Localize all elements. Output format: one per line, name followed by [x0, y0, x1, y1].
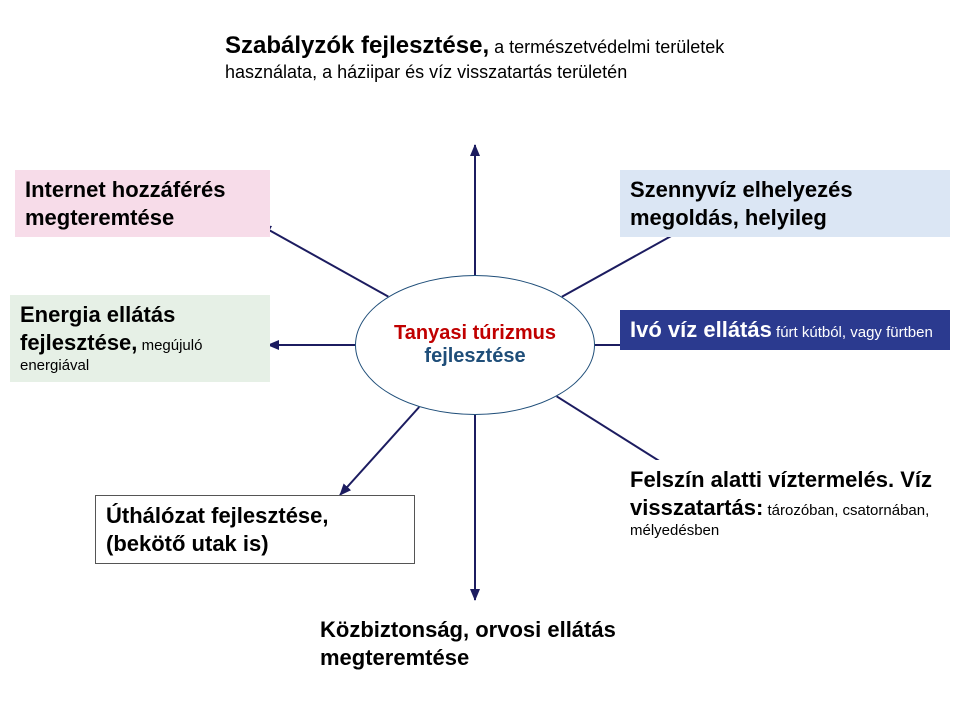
- box-szennyviz: Szennyvíz elhelyezés megoldás, helyileg: [620, 170, 950, 237]
- box-internet-title: Internet hozzáférés megteremtése: [25, 177, 226, 230]
- center-ellipse: Tanyasi túrizmus fejlesztése: [355, 275, 595, 415]
- box-ivoviz: Ivó víz ellátás fúrt kútból, vagy fürtbe…: [620, 310, 950, 350]
- box-kozbiztonsag-title: Közbiztonság, orvosi ellátás megteremtés…: [320, 617, 616, 670]
- box-felszin-title1: Felszín alatti víztermelés.: [630, 467, 894, 492]
- box-ivoviz-sub: fúrt kútból, vagy fürtben: [772, 324, 933, 341]
- arrow-to-top-left: [260, 225, 388, 297]
- box-felszin: Felszín alatti víztermelés. Víz visszata…: [620, 460, 950, 547]
- box-energia: Energia ellátás fejlesztése, megújuló en…: [10, 295, 270, 382]
- box-szennyviz-title: Szennyvíz elhelyezés megoldás, helyileg: [630, 177, 853, 230]
- box-uthalozat-title: Úthálózat fejlesztése, (bekötő utak is): [106, 503, 329, 556]
- box-szabalyzok: Szabályzók fejlesztése, a természetvédel…: [215, 25, 750, 90]
- box-uthalozat: Úthálózat fejlesztése, (bekötő utak is): [95, 495, 415, 564]
- center-line2: fejlesztése: [356, 345, 594, 368]
- box-ivoviz-title: Ivó víz ellátás: [630, 317, 772, 342]
- box-szabalyzok-title: Szabályzók fejlesztése,: [225, 32, 489, 59]
- box-kozbiztonsag: Közbiztonság, orvosi ellátás megteremtés…: [310, 610, 630, 677]
- arrow-to-bottom-left: [340, 407, 419, 495]
- diagram-stage: Tanyasi túrizmus fejlesztése Szabályzók …: [0, 0, 960, 715]
- box-internet: Internet hozzáférés megteremtése: [15, 170, 270, 237]
- center-line1: Tanyasi túrizmus: [356, 322, 594, 345]
